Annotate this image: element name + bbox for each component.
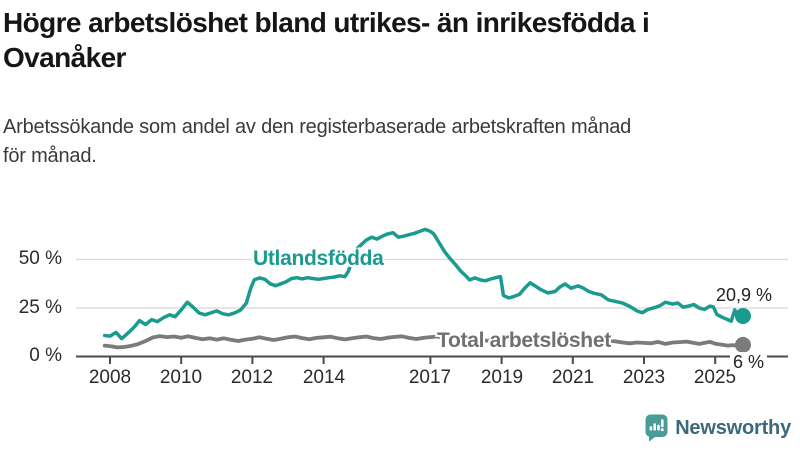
newsworthy-wordmark: Newsworthy bbox=[675, 417, 791, 439]
x-tick-label-2021: 2021 bbox=[551, 367, 595, 388]
chart-subtitle-line2: för månad. bbox=[3, 145, 97, 167]
x-tick-label-2017: 2017 bbox=[408, 367, 452, 388]
x-tick-label-2025: 2025 bbox=[693, 367, 737, 388]
x-tick-label-2023: 2023 bbox=[622, 367, 666, 388]
end-value-label-total: 6 % bbox=[730, 352, 768, 373]
page-title-line2: Ovanåker bbox=[3, 42, 126, 73]
y-tick-label-50: 50 % bbox=[18, 248, 62, 269]
newsworthy-logo-icon bbox=[645, 414, 668, 442]
x-tick-label-2008: 2008 bbox=[88, 367, 132, 388]
newsworthy-logo: Newsworthy bbox=[645, 413, 791, 443]
x-tick-label-2010: 2010 bbox=[159, 367, 203, 388]
y-tick-label-0: 0 % bbox=[29, 345, 62, 366]
end-dot-total bbox=[734, 336, 751, 353]
page-title-line1: Högre arbetslöshet bland utrikes- än inr… bbox=[3, 7, 650, 38]
series-line-utlandsfodda bbox=[102, 227, 745, 341]
end-dot-utlandsfodda bbox=[734, 307, 751, 324]
x-tick-label-2019: 2019 bbox=[480, 367, 524, 388]
x-tick-label-2014: 2014 bbox=[302, 367, 346, 388]
chart-subtitle-line1: Arbetssökande som andel av den registerb… bbox=[3, 116, 632, 138]
y-tick-label-25: 25 % bbox=[18, 297, 62, 318]
page-title: Högre arbetslöshet bland utrikes- än inr… bbox=[3, 5, 650, 75]
end-value-label-utlandsfodda: 20,9 % bbox=[716, 285, 773, 305]
series-label-total-arbetsloshet: Total arbetslöshet bbox=[437, 329, 611, 352]
series-line-total bbox=[102, 334, 745, 350]
chart-subtitle: Arbetssökande som andel av den registerb… bbox=[3, 113, 631, 171]
series-label-utlandsfodda: Utlandsfödda bbox=[253, 247, 384, 270]
x-tick-label-2012: 2012 bbox=[230, 367, 274, 388]
